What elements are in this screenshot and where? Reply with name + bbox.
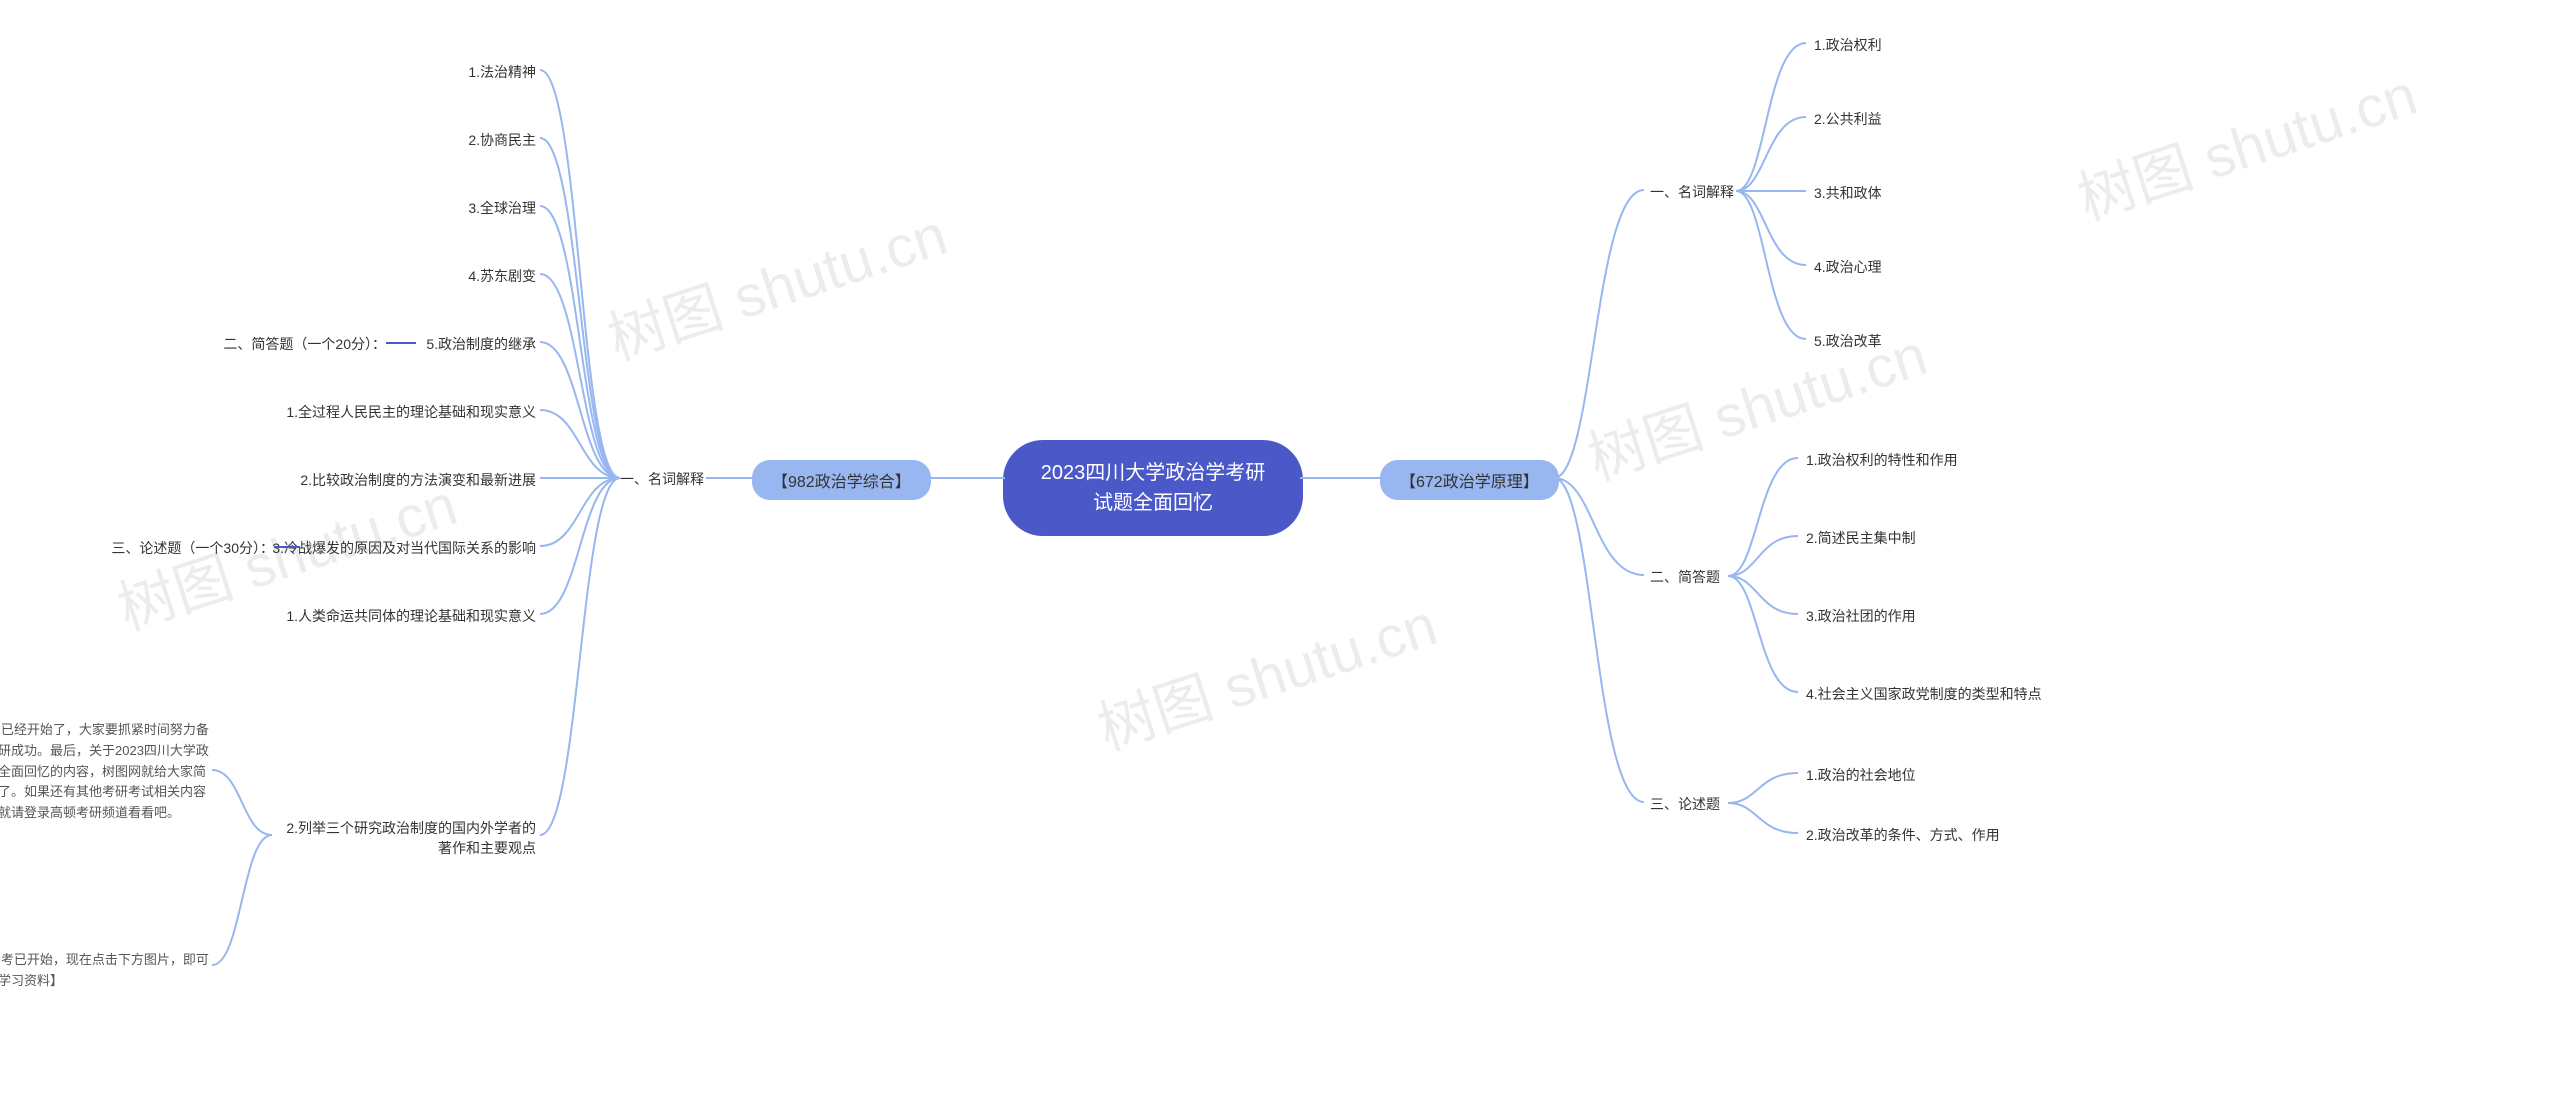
l-i3: 3.全球治理 [468, 198, 536, 218]
left-big-bracket [540, 60, 620, 880]
conn-left-sub [706, 460, 752, 500]
watermark: 树图 shutu.cn [596, 188, 956, 376]
l-i1: 1.法治精神 [468, 62, 536, 82]
footer-cta: 【2024考研备考已开始，现在点击下方图片，即可免费领取全年学习资料】 [0, 950, 210, 992]
l-i6: 1.全过程人民民主的理论基础和现实意义 [286, 402, 536, 422]
r-s2-i2: 2.简述民主集中制 [1806, 528, 1916, 548]
r-s3-i1: 1.政治的社会地位 [1806, 765, 1916, 785]
r-s1-i1: 1.政治权利 [1814, 35, 1882, 55]
r-s2-i3: 3.政治社团的作用 [1806, 606, 1916, 626]
right-sec2-bracket [1728, 448, 1818, 718]
left-sub-label: 一、名词解释 [620, 469, 704, 489]
right-sec1-bracket [1736, 33, 1826, 363]
l-i10: 2.列举三个研究政治制度的国内外学者的著作和主要观点 [276, 818, 536, 858]
conn-short-answer [386, 338, 416, 348]
r-s1-i5: 5.政治改革 [1814, 331, 1882, 351]
watermark: 树图 shutu.cn [1086, 578, 1446, 766]
left-branch: 【982政治学综合】 [752, 460, 931, 500]
r-s3-i2: 2.政治改革的条件、方式、作用 [1806, 825, 2000, 845]
right-sec-2-label: 二、简答题 [1650, 567, 1720, 587]
right-sec-3-label: 三、论述题 [1650, 794, 1720, 814]
right-branch: 【672政治学原理】 [1380, 460, 1559, 500]
l-i4: 4.苏东剧变 [468, 266, 536, 286]
root-node: 2023四川大学政治学考研 试题全面回忆 [1003, 440, 1303, 536]
r-s1-i2: 2.公共利益 [1814, 109, 1882, 129]
r-s2-i1: 1.政治权利的特性和作用 [1806, 450, 1958, 470]
conn-root-right [1300, 460, 1380, 500]
r-s1-i3: 3.共和政体 [1814, 183, 1882, 203]
l-i5: 5.政治制度的继承 [426, 334, 536, 354]
l-i2: 2.协商民主 [468, 130, 536, 150]
right-sec-1-label: 一、名词解释 [1650, 182, 1734, 202]
r-s2-i4: 4.社会主义国家政党制度的类型和特点 [1806, 684, 2042, 704]
left-essay-label: 三、论述题（一个30分）： [111, 538, 274, 558]
r-s1-i4: 4.政治心理 [1814, 257, 1882, 277]
footer-para: 2024考研备考已经开始了，大家要抓紧时间努力备考，祝大家考研成功。最后，关于2… [0, 720, 210, 824]
left-footer-bracket [212, 760, 272, 990]
l-i8: 3.冷战爆发的原因及对当代国际关系的影响 [272, 538, 536, 558]
watermark: 树图 shutu.cn [2066, 48, 2426, 236]
left-short-answer-label: 二、简答题（一个20分）： [223, 334, 386, 354]
root-line2: 试题全面回忆 [1039, 488, 1267, 518]
conn-essay [274, 542, 300, 552]
l-i9: 1.人类命运共同体的理论基础和现实意义 [286, 606, 536, 626]
root-line1: 2023四川大学政治学考研 [1039, 458, 1267, 488]
right-sec3-bracket [1728, 763, 1818, 853]
l-i7: 2.比较政治制度的方法演变和最新进展 [300, 470, 536, 490]
conn-root-left [930, 460, 1005, 500]
